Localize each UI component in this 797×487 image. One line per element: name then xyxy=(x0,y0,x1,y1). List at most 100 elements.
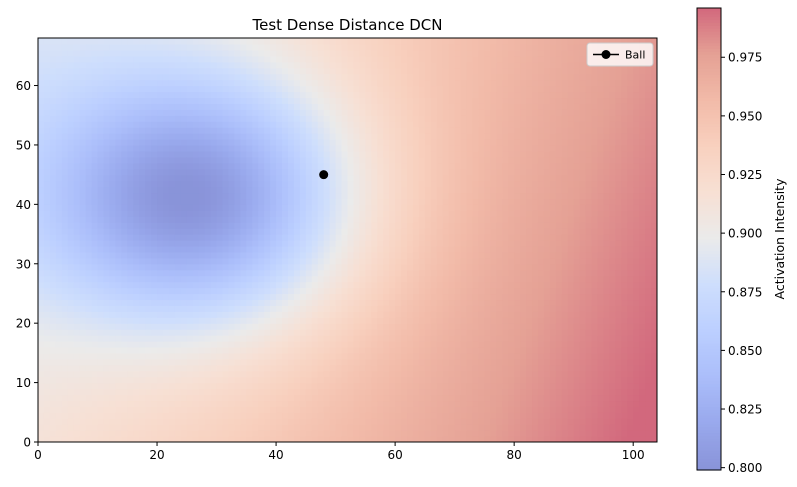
heatmap-cell xyxy=(555,412,563,419)
heatmap-cell xyxy=(109,305,116,312)
heatmap-cell xyxy=(139,210,146,217)
heatmap-cell xyxy=(204,364,212,372)
heatmap-cell xyxy=(537,305,545,312)
heatmap-cell xyxy=(276,269,283,277)
heatmap-cell xyxy=(514,275,521,283)
heatmap-cell xyxy=(395,388,402,396)
heatmap-cell xyxy=(151,281,158,289)
heatmap-cell xyxy=(305,364,313,372)
heatmap-cell xyxy=(305,430,313,437)
heatmap-cell xyxy=(460,245,468,253)
heatmap-cell xyxy=(651,293,657,301)
heatmap-cell xyxy=(615,382,622,390)
heatmap-cell xyxy=(490,317,497,324)
heatmap-cell xyxy=(91,156,99,164)
heatmap-cell xyxy=(383,406,390,413)
heatmap-cell xyxy=(389,436,396,442)
heatmap-cell xyxy=(472,311,480,318)
heatmap-cell xyxy=(204,424,212,431)
heatmap-cell xyxy=(371,234,378,241)
heatmap-cell xyxy=(162,376,170,384)
heatmap-cell xyxy=(615,376,622,384)
heatmap-cell xyxy=(621,430,628,437)
heatmap-cell xyxy=(430,358,438,366)
heatmap-cell xyxy=(537,204,545,211)
heatmap-cell xyxy=(389,198,396,205)
heatmap-cell xyxy=(234,263,241,271)
heatmap-cell xyxy=(258,162,265,170)
heatmap-cell xyxy=(293,162,301,170)
heatmap-cell xyxy=(341,400,349,407)
heatmap-cell xyxy=(466,174,474,182)
heatmap-cell xyxy=(139,430,146,437)
heatmap-cell xyxy=(520,311,527,318)
heatmap-cell xyxy=(543,317,551,324)
heatmap-cell xyxy=(621,346,628,354)
heatmap-cell xyxy=(621,341,628,348)
heatmap-cell xyxy=(520,364,527,372)
heatmap-cell xyxy=(383,180,390,188)
heatmap-cell xyxy=(198,281,206,289)
heatmap-cell xyxy=(121,358,128,366)
heatmap-cell xyxy=(502,198,509,205)
heatmap-cell xyxy=(49,287,57,295)
heatmap-cell xyxy=(412,299,420,306)
heatmap-cell xyxy=(549,293,557,301)
heatmap-cell xyxy=(97,204,105,211)
heatmap-cell xyxy=(186,275,194,283)
heatmap-cell xyxy=(49,198,57,205)
heatmap-cell xyxy=(383,418,390,425)
heatmap-cell xyxy=(192,329,200,336)
heatmap-cell xyxy=(508,418,515,425)
heatmap-cell xyxy=(543,412,551,419)
heatmap-cell xyxy=(502,180,509,188)
heatmap-cell xyxy=(359,168,366,176)
heatmap-cell xyxy=(115,370,122,378)
heatmap-cell xyxy=(526,317,533,324)
heatmap-cell xyxy=(484,168,491,176)
heatmap-cell xyxy=(430,352,438,360)
heatmap-cell xyxy=(508,341,515,348)
heatmap-cell xyxy=(252,287,259,295)
heatmap-cell xyxy=(157,346,164,354)
heatmap-cell xyxy=(639,358,646,366)
heatmap-cell xyxy=(276,424,283,431)
heatmap-cell xyxy=(204,198,212,205)
heatmap-cell xyxy=(79,305,87,312)
heatmap-cell xyxy=(335,180,343,188)
heatmap-cell xyxy=(103,388,111,396)
heatmap-cell xyxy=(157,358,164,366)
heatmap-cell xyxy=(234,436,241,442)
heatmap-cell xyxy=(67,376,75,384)
heatmap-cell xyxy=(609,424,616,431)
heatmap-cell xyxy=(341,186,349,194)
heatmap-cell xyxy=(430,168,438,176)
heatmap-cell xyxy=(49,388,57,396)
heatmap-cell xyxy=(341,341,349,348)
heatmap-cell xyxy=(615,329,622,336)
heatmap-cell xyxy=(597,216,605,223)
heatmap-cell xyxy=(412,388,420,396)
heatmap-cell xyxy=(395,198,402,205)
heatmap-cell xyxy=(496,305,503,312)
heatmap-cell xyxy=(549,198,557,205)
heatmap-cell xyxy=(305,346,313,354)
heatmap-cell xyxy=(603,299,610,306)
heatmap-cell xyxy=(79,400,87,407)
heatmap-cell xyxy=(192,269,200,277)
heatmap-cell xyxy=(460,186,468,194)
heatmap-cell xyxy=(436,323,444,330)
heatmap-cell xyxy=(186,222,194,229)
heatmap-cell xyxy=(287,412,295,419)
heatmap-cell xyxy=(341,198,349,205)
heatmap-cell xyxy=(38,251,45,259)
heatmap-cell xyxy=(502,228,509,235)
heatmap-cell xyxy=(395,430,402,437)
heatmap-cell xyxy=(85,281,93,289)
heatmap-cell xyxy=(549,436,557,442)
heatmap-cell xyxy=(168,317,176,324)
heatmap-cell xyxy=(627,370,634,378)
heatmap-cell xyxy=(490,323,497,330)
heatmap-cell xyxy=(543,358,551,366)
heatmap-cell xyxy=(448,198,456,205)
